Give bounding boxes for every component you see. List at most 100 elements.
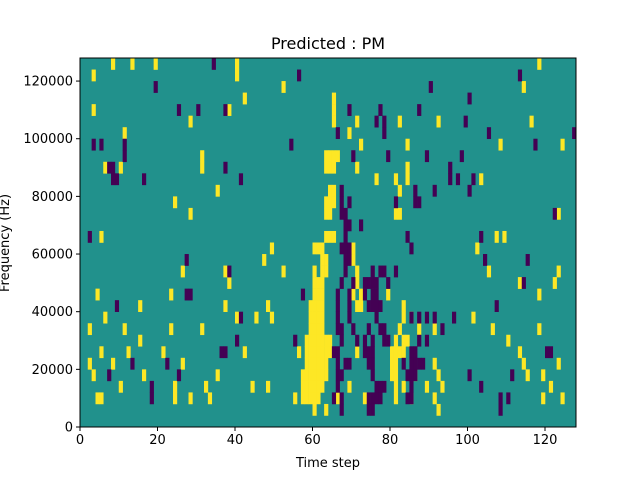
heatmap-cell-low <box>343 230 348 243</box>
heatmap-cell-low <box>545 346 550 359</box>
heatmap-cell-low <box>339 277 344 289</box>
heatmap-cell-high <box>91 369 96 382</box>
heatmap-cell-high <box>304 392 309 405</box>
heatmap-cell-high <box>308 357 313 370</box>
heatmap-cell-high <box>490 323 495 336</box>
heatmap-cell-high <box>316 357 321 370</box>
heatmap-cell-low <box>409 311 414 324</box>
heatmap-cell-low <box>362 334 368 347</box>
heatmap-cell-low <box>409 369 414 382</box>
heatmap-cell-high <box>281 265 286 278</box>
heatmap-cell-high <box>393 369 399 382</box>
heatmap-cell-low <box>339 403 344 416</box>
heatmap-cell-high <box>397 115 402 128</box>
heatmap-cell-high <box>320 380 325 393</box>
heatmap-cell-low <box>378 265 383 278</box>
x-tick-label: 100 <box>455 433 480 448</box>
heatmap-cell-low <box>366 323 371 336</box>
heatmap-cell-low <box>297 69 302 82</box>
heatmap-cell-high <box>308 311 313 324</box>
heatmap-cell-high <box>432 323 437 336</box>
heatmap-cell-low <box>467 92 472 105</box>
heatmap-cell-high <box>316 288 321 301</box>
heatmap-cell-low <box>343 265 348 278</box>
heatmap-cell-high <box>142 369 147 382</box>
heatmap-cell-high <box>200 150 205 163</box>
heatmap-cell-high <box>556 207 561 220</box>
heatmap-cell-high <box>316 369 321 382</box>
heatmap-cell-high <box>331 161 337 174</box>
heatmap-cell-low <box>413 357 418 370</box>
heatmap-cell-high <box>355 115 360 128</box>
heatmap-cell-high <box>351 254 356 266</box>
heatmap-cell-high <box>397 207 402 220</box>
heatmap-cell-high <box>537 288 542 301</box>
heatmap-cell-high <box>324 230 329 243</box>
heatmap-cell-high <box>324 357 329 370</box>
heatmap-cell-high <box>161 346 166 359</box>
heatmap-cell-high <box>235 311 240 324</box>
heatmap-cell-high <box>436 369 441 382</box>
heatmap-cell-high <box>118 380 123 393</box>
heatmap-cell-high <box>312 357 317 370</box>
heatmap-cell-low <box>331 346 337 359</box>
heatmap-cell-low <box>386 150 391 163</box>
heatmap-cell-high <box>541 369 546 382</box>
heatmap-cell-low <box>347 242 352 255</box>
heatmap-cell-low <box>347 104 352 116</box>
heatmap-cell-low <box>370 357 375 370</box>
heatmap-cell-low <box>370 300 375 312</box>
heatmap-cell-high <box>312 311 317 324</box>
heatmap-cell-high <box>308 334 313 347</box>
heatmap-cell-high <box>304 369 309 382</box>
heatmap-cell-low <box>510 369 515 382</box>
heatmap-cell-low <box>114 173 120 186</box>
heatmap-cell-low <box>378 323 383 336</box>
heatmap-cell-low <box>405 369 410 382</box>
heatmap-cell-low <box>417 334 422 347</box>
heatmap-cell-high <box>359 138 364 151</box>
heatmap-cell-high <box>335 392 340 405</box>
heatmap-cell-high <box>529 115 534 128</box>
heatmap-cell-low <box>386 277 391 289</box>
chart-title: Predicted : PM <box>271 34 385 53</box>
heatmap-cell-low <box>409 242 414 255</box>
heatmap-cell-high <box>355 265 360 278</box>
heatmap-cell-high <box>304 380 309 393</box>
heatmap-cell-high <box>556 357 561 370</box>
heatmap-cell-low <box>347 300 352 312</box>
heatmap-cell-high <box>560 138 565 151</box>
heatmap-cell-low <box>176 369 182 382</box>
heatmap-cell-low <box>91 138 96 151</box>
heatmap-cell-high <box>405 138 410 151</box>
heatmap-cell-high <box>331 150 337 163</box>
heatmap-cell-low <box>347 311 352 324</box>
heatmap-cell-high <box>99 346 104 359</box>
heatmap-cell-high <box>308 346 313 359</box>
heatmap-cell-high <box>122 127 127 140</box>
heatmap-cell-low <box>374 300 379 312</box>
heatmap-cell-high <box>207 392 213 405</box>
heatmap-cell-low <box>176 104 182 116</box>
heatmap-cell-high <box>316 323 321 336</box>
heatmap-cell-high <box>494 230 499 243</box>
heatmap-cell-low <box>405 392 410 405</box>
heatmap-cell-low <box>382 115 387 128</box>
heatmap-cell-high <box>312 277 317 289</box>
heatmap-cell-low <box>339 207 344 220</box>
heatmap-cell-low <box>335 357 340 370</box>
heatmap-cell-low <box>382 127 387 140</box>
heatmap-cell-low <box>87 230 92 243</box>
heatmap-cell-high <box>424 380 430 393</box>
heatmap-cell-low <box>455 173 461 186</box>
heatmap-cell-low <box>382 265 387 278</box>
heatmap-cell-low <box>413 184 418 197</box>
heatmap-cell-low <box>149 392 154 405</box>
heatmap-cell-high <box>328 207 333 220</box>
x-tick-label: 80 <box>382 433 399 448</box>
heatmap-cell-high <box>312 380 317 393</box>
heatmap-cell-high <box>405 173 410 186</box>
heatmap-cell-high <box>138 300 143 312</box>
heatmap-cell-high <box>308 392 313 405</box>
heatmap-cell-high <box>331 104 337 116</box>
